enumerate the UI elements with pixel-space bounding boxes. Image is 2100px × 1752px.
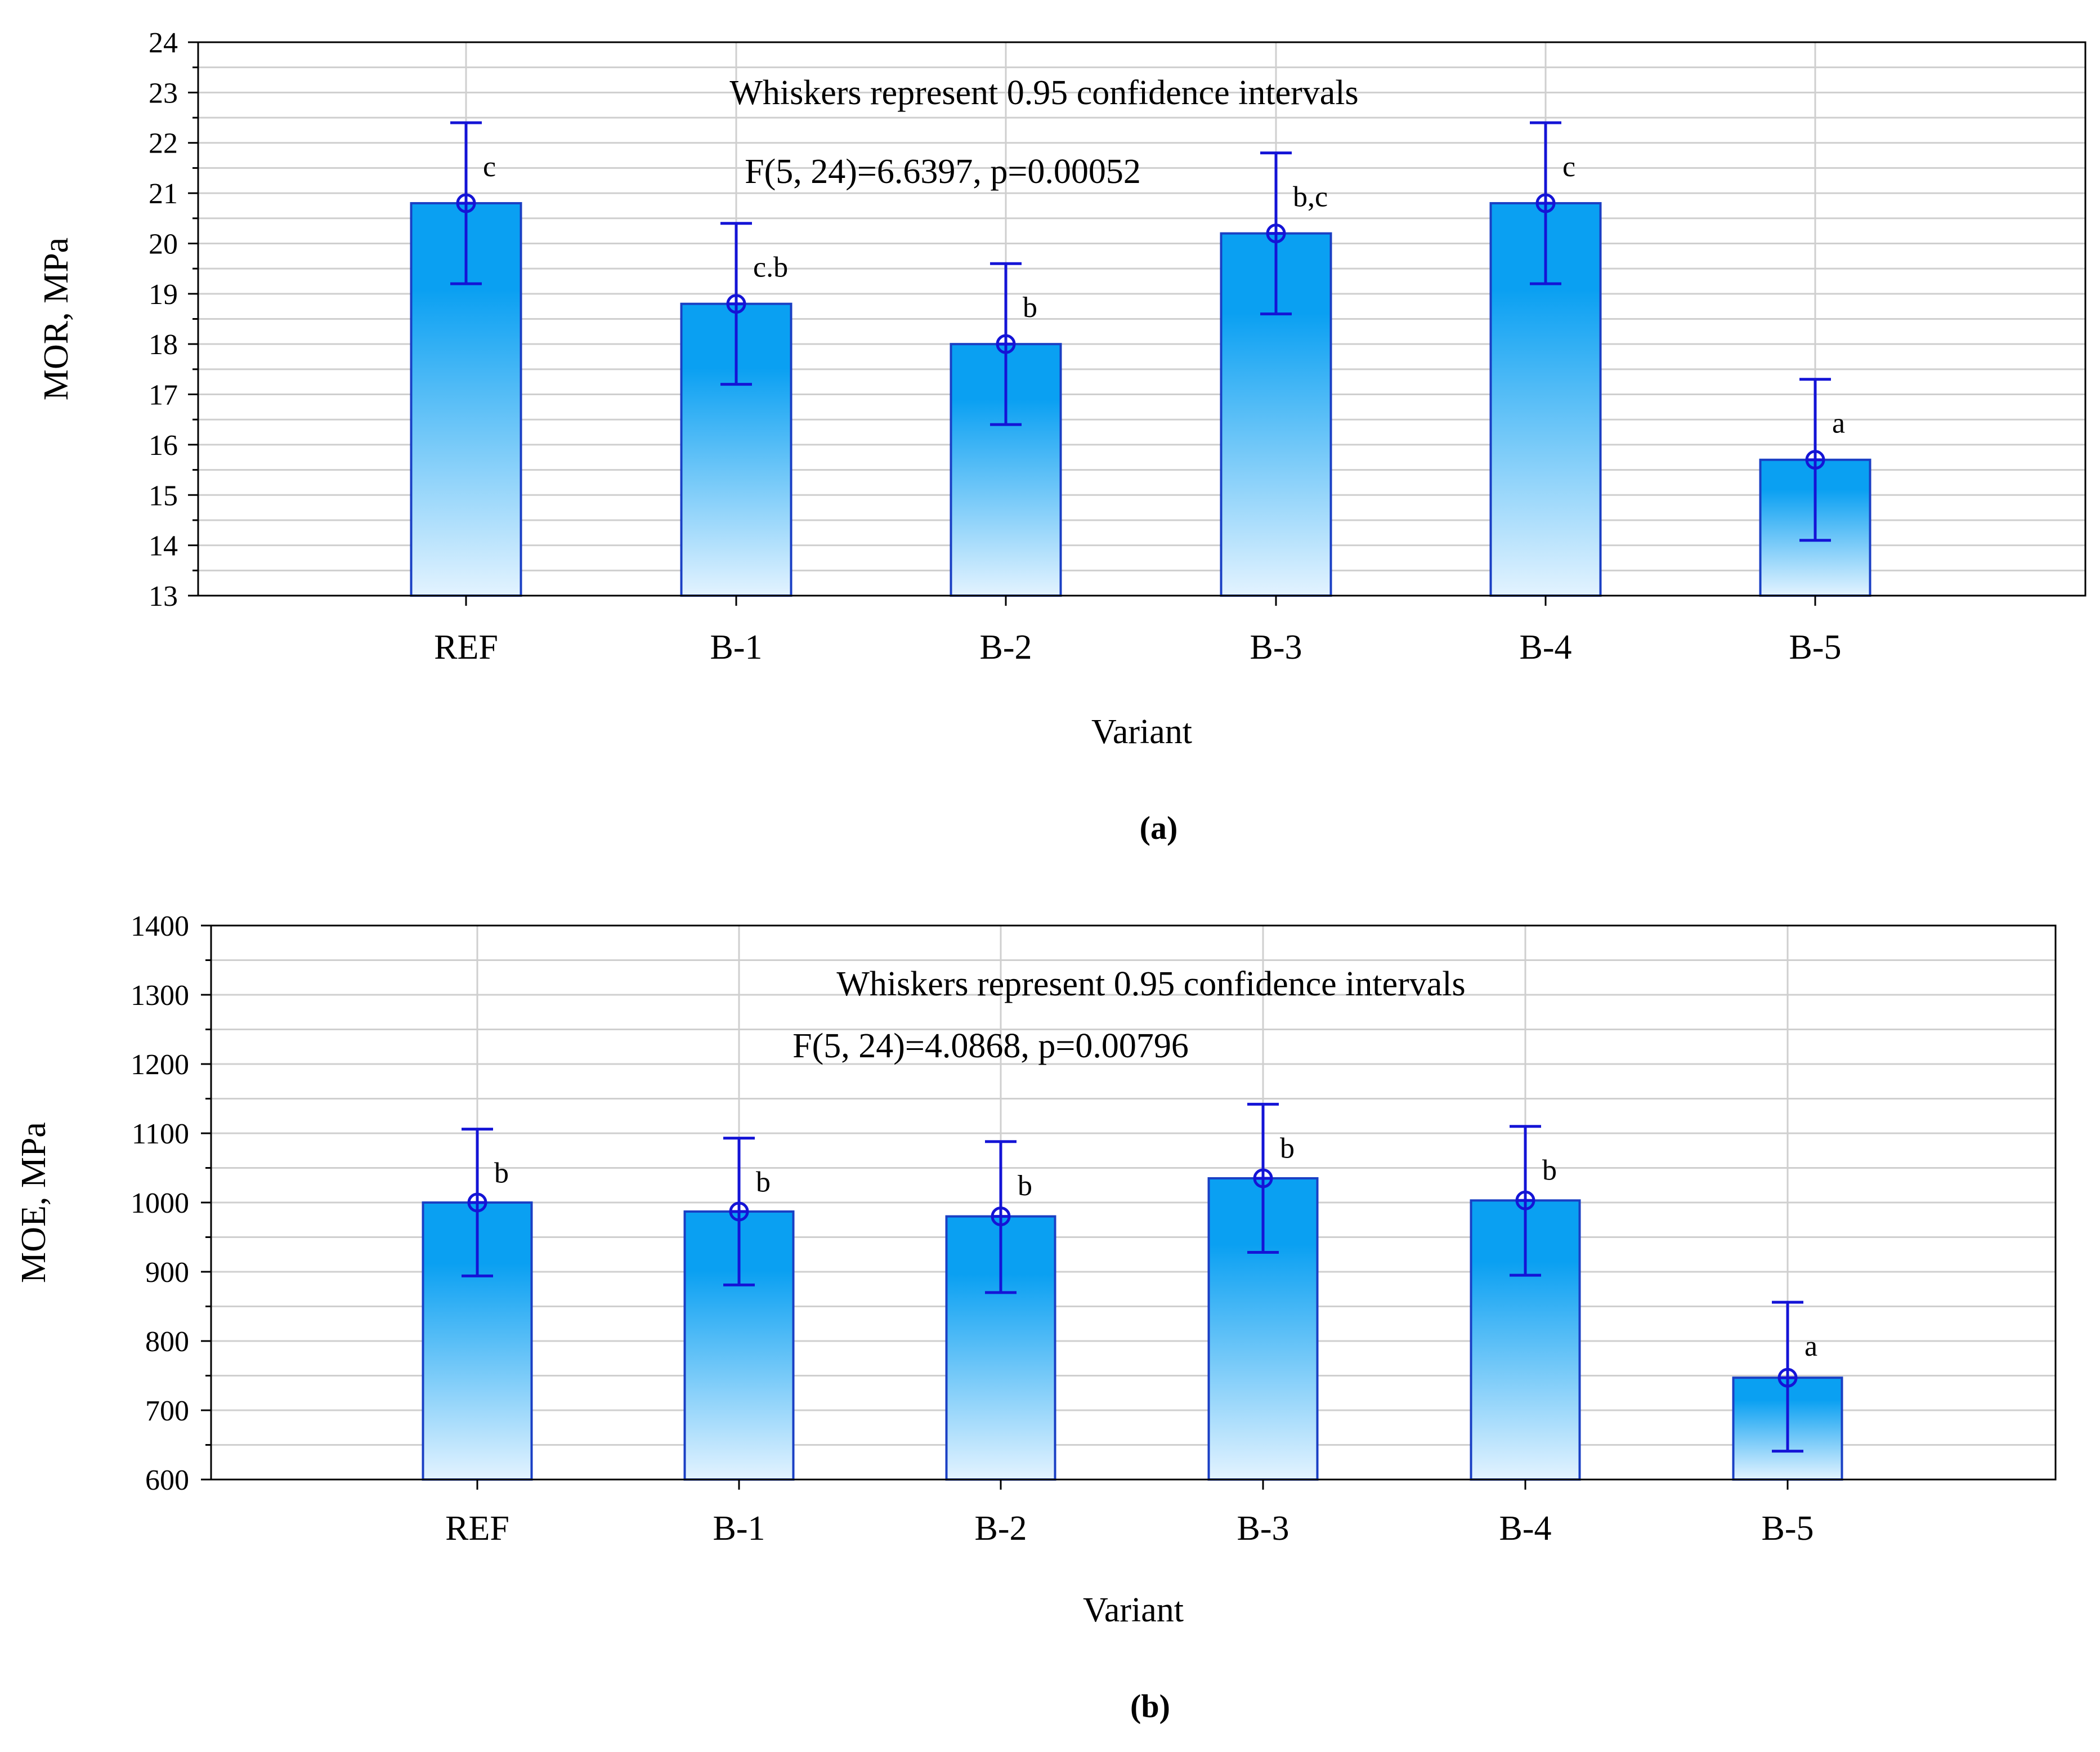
figure-caption-b: (b) (1130, 1688, 1170, 1724)
y-tick-label: 1300 (131, 980, 189, 1012)
y-tick-label: 19 (149, 279, 178, 311)
chart-a-mor: c c.b b b,c c a 13 14 15 16 17 18 19 20 21 22 23 24 REF B-1… (37, 27, 2086, 846)
annotation-f-statistic: F(5, 24)=4.0868, p=0.00796 (792, 1027, 1189, 1065)
x-tick-label-ref: REF (445, 1509, 509, 1548)
significance-letter: c.b (753, 252, 788, 284)
y-tick-label: 1400 (131, 910, 189, 942)
y-tick-label: 600 (145, 1464, 189, 1496)
x-tick-label-b-5: B-5 (1762, 1509, 1814, 1548)
y-tick-label: 23 (149, 77, 178, 109)
x-tick-label-b-1: B-1 (710, 628, 763, 667)
significance-letter: c (1562, 151, 1575, 183)
annotation-whiskers: Whiskers represent 0.95 confidence inter… (729, 74, 1358, 112)
significance-letter: b (494, 1157, 509, 1190)
y-tick-label: 900 (145, 1257, 189, 1289)
y-tick-label: 17 (149, 379, 178, 412)
x-tick-label-ref: REF (434, 628, 498, 667)
y-tick-label: 21 (149, 178, 178, 210)
x-axis-label: Variant (1083, 1591, 1184, 1629)
y-tick-label: 1200 (131, 1049, 189, 1081)
significance-letter: c (483, 151, 496, 183)
y-tick-label: 1000 (131, 1187, 189, 1219)
figure-caption-a: (a) (1140, 810, 1178, 846)
x-tick-label-b-5: B-5 (1789, 628, 1842, 667)
chart-b-moe: b b b b b a 600 700 800 900 1000 1100 1200 1300 1400 RE… (15, 910, 2057, 1724)
x-tick-label-b-2: B-2 (980, 628, 1032, 667)
y-axis-label: MOR, MPa (37, 238, 75, 400)
significance-letter: b (756, 1166, 771, 1199)
y-tick-label: 15 (149, 480, 178, 512)
y-tick-label: 18 (149, 329, 178, 361)
significance-letter: b (1280, 1132, 1295, 1164)
x-tick-label-b-4: B-4 (1520, 628, 1572, 667)
significance-letter: b,c (1293, 181, 1328, 213)
significance-letter: a (1832, 408, 1845, 440)
x-tick-label-b-3: B-3 (1250, 628, 1302, 667)
annotation-f-statistic: F(5, 24)=6.6397, p=0.00052 (745, 153, 1141, 191)
y-tick-label: 20 (149, 228, 178, 260)
x-tick-label-b-2: B-2 (975, 1509, 1027, 1548)
significance-letter: b (1542, 1155, 1557, 1187)
y-tick-label: 13 (149, 580, 178, 613)
y-tick-label: 16 (149, 430, 178, 462)
x-tick-label-b-4: B-4 (1499, 1509, 1552, 1548)
x-axis-label: Variant (1091, 713, 1192, 751)
annotation-whiskers: Whiskers represent 0.95 confidence inter… (836, 965, 1465, 1003)
y-tick-label: 800 (145, 1326, 189, 1358)
x-tick-label-b-3: B-3 (1237, 1509, 1289, 1548)
x-tick-label-b-1: B-1 (713, 1509, 765, 1548)
y-axis-label: MOE, MPa (15, 1122, 53, 1283)
significance-letter: a (1805, 1330, 1817, 1362)
significance-letter: b (1018, 1170, 1032, 1202)
significance-letter: b (1023, 292, 1037, 324)
y-tick-label: 24 (149, 27, 178, 59)
y-tick-label: 14 (149, 530, 178, 562)
y-tick-label: 1100 (132, 1118, 189, 1150)
y-tick-label: 22 (149, 128, 178, 160)
y-tick-label: 700 (145, 1395, 189, 1427)
